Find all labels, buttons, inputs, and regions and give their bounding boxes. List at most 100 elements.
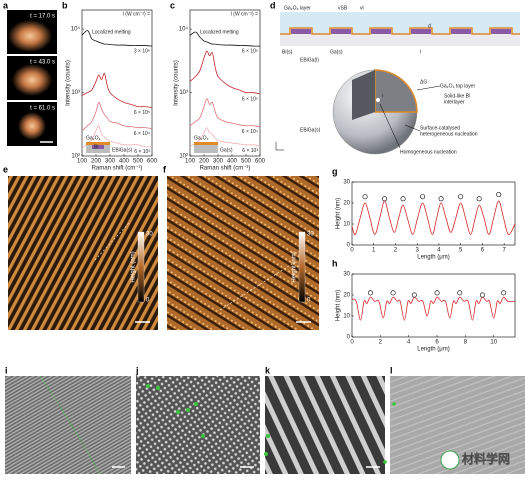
schematic-label: Bi(s) — [282, 49, 293, 55]
watermark: 材料学网 — [461, 451, 510, 466]
plot-frame — [351, 273, 516, 338]
peak-marker — [400, 196, 406, 202]
y-tick-label: 20 — [343, 201, 350, 207]
sem-image — [5, 376, 131, 474]
leader — [379, 103, 401, 149]
time-label: t = 17.0 s — [30, 14, 55, 20]
colorbar-label: Height (nm) — [131, 251, 137, 282]
peak-marker — [458, 194, 464, 200]
peak-marker — [438, 196, 444, 202]
droplet — [8, 20, 52, 52]
x-tick-label: 4 — [437, 248, 441, 254]
panel-a: a t = 17.0 s t = 43.0 s t = 61.0 s — [3, 0, 57, 146]
droplet — [18, 112, 46, 140]
x-tick-label: 400 — [227, 159, 238, 165]
spectrum — [81, 101, 153, 132]
peak-marker — [420, 194, 426, 200]
series-label: 6 × 10⁶ — [242, 48, 258, 54]
peak-marker — [496, 192, 502, 198]
watermark-logo — [440, 450, 460, 470]
y-axis-label: Intensity (counts) — [174, 60, 180, 106]
panel-label: b — [62, 0, 68, 10]
x-tick-label: 300 — [105, 159, 116, 165]
panel-label: c — [170, 0, 175, 10]
profile — [351, 296, 516, 321]
x-tick-label: 1 — [372, 248, 376, 254]
panel-label: j — [135, 365, 139, 375]
x-tick-label: 100 — [77, 159, 88, 165]
y-tick-label: 10⁴ — [71, 26, 81, 33]
peak-marker — [411, 292, 417, 298]
schematic-label: Homogeneous nucleation — [400, 149, 457, 155]
series-label: 6 × 10⁵ — [134, 110, 150, 116]
cutaway-side — [352, 70, 375, 120]
panel-f: f 30 0 Height (nm) — [163, 164, 319, 330]
y-tick-label: 20 — [343, 293, 350, 299]
inset-bi — [92, 145, 104, 149]
profile-line — [219, 261, 296, 311]
schematic-label: Ga(s) — [330, 49, 343, 55]
x-tick-label: 200 — [199, 159, 210, 165]
panel-label: e — [3, 164, 8, 174]
panel-d: d — [270, 0, 520, 155]
peak-marker — [390, 290, 396, 296]
inset-oxide — [86, 142, 110, 145]
x-axis-label: Raman shift (cm⁻¹) — [92, 166, 143, 172]
y-tick-label: 10³ — [179, 90, 188, 96]
x-axis-label: Length (μm) — [417, 255, 449, 261]
series-label: 6 × 10⁴ — [242, 129, 258, 135]
afm-image — [167, 176, 319, 330]
schematic-label: heterogeneous nucleation — [420, 131, 478, 137]
x-axis-label: Length (μm) — [417, 347, 449, 353]
y-tick-label: 0 — [347, 243, 351, 249]
panel-label: h — [332, 258, 338, 268]
series-label: 6 × 10³ — [134, 149, 150, 155]
spectrum — [81, 125, 153, 150]
x-tick-label: 600 — [255, 159, 266, 165]
schematic-label: d — [428, 23, 431, 29]
sem-image — [265, 376, 385, 474]
spectrum — [189, 31, 261, 47]
sem-row: i j k l 材料学网 — [5, 365, 525, 475]
y-tick-label: 30 — [343, 180, 350, 186]
x-tick-label: 2 — [379, 340, 383, 346]
colorbar — [298, 231, 306, 303]
chart-h: 0 2 4 6 8 10 0 10 20 30 Length (μm) Height (nm) — [336, 272, 516, 353]
x-tick-label: 5 — [459, 248, 463, 254]
x-tick-label: 500 — [133, 159, 144, 165]
schematic-label: Ga₂O₃ top layer — [440, 83, 475, 89]
colorbar — [137, 231, 145, 303]
peak-marker — [457, 290, 463, 296]
annotation: Localized melting — [200, 29, 239, 35]
panel-label: f — [163, 164, 167, 174]
y-tick-label: 10⁴ — [179, 26, 189, 33]
x-tick-label: 10 — [490, 340, 497, 346]
sem-image — [136, 376, 260, 474]
inset-body — [194, 145, 218, 153]
x-tick-label: 4 — [407, 340, 411, 346]
plot-frame — [189, 9, 261, 157]
boundary — [39, 375, 101, 475]
colorbar-max: 30 — [307, 232, 314, 238]
x-tick-label: 0 — [350, 248, 354, 254]
x-tick-label: 8 — [464, 340, 468, 346]
x-tick-label: 300 — [213, 159, 224, 165]
series-label: 6 × 10³ — [242, 148, 258, 154]
panel-label: a — [3, 0, 9, 10]
spectrum — [189, 127, 261, 148]
y-tick-label: 10² — [71, 154, 80, 160]
x-axis-label: Raman shift (cm⁻¹) — [200, 166, 251, 172]
defect-markers — [264, 434, 270, 456]
schematic-label: EBiGa(s) — [300, 127, 321, 133]
time-label: t = 43.0 s — [30, 60, 55, 66]
x-tick-label: 0 — [350, 340, 354, 346]
chart-g: 0 1 2 3 4 5 6 7 0 10 20 30 Length (μm) Height (nm) — [336, 180, 516, 261]
y-tick-label: 10³ — [71, 90, 80, 96]
panel-label: d — [270, 0, 276, 10]
panel-label: k — [265, 365, 271, 375]
y-axis-label: Intensity (counts) — [66, 60, 72, 106]
droplet — [12, 64, 52, 96]
time-label: t = 61.0 s — [30, 106, 55, 112]
schematic-label: Surface-catalysed — [420, 125, 460, 131]
